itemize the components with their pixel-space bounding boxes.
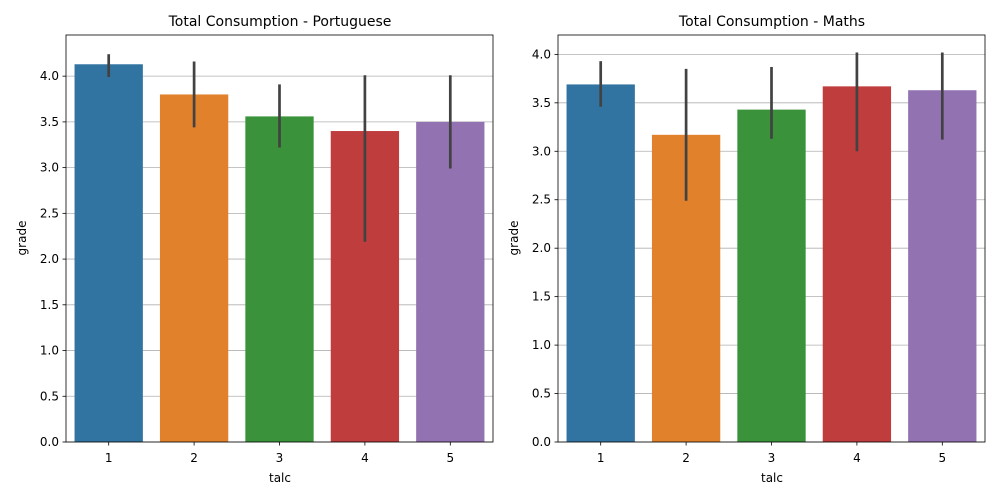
chart-portuguese: Total Consumption - Portuguese talc grad… <box>15 14 494 485</box>
bar <box>74 64 143 442</box>
chart-title: Total Consumption - Maths <box>678 14 865 30</box>
chart-title: Total Consumption - Portuguese <box>168 14 392 30</box>
x-tick-label: 2 <box>682 451 690 465</box>
y-tick-label: 2.5 <box>40 206 59 220</box>
y-tick-label: 3.5 <box>532 96 551 110</box>
bar <box>416 121 485 443</box>
bar <box>737 109 806 442</box>
x-tick-label: 4 <box>853 451 861 465</box>
y-tick-label: 3.0 <box>532 144 551 158</box>
y-tick-label: 0.5 <box>532 387 551 401</box>
y-tick-label: 0.0 <box>532 435 551 449</box>
y-tick-label: 3.0 <box>40 161 59 175</box>
bar <box>159 94 229 443</box>
x-tick-label: 1 <box>597 451 605 465</box>
y-tick-label: 4.0 <box>532 47 551 61</box>
y-tick-label: 1.0 <box>40 344 59 358</box>
y-tick-label: 2.0 <box>40 252 59 266</box>
x-tick-label: 5 <box>446 451 454 465</box>
x-tick-label: 5 <box>938 451 946 465</box>
y-tick-label: 1.0 <box>532 338 551 352</box>
y-axis-label: grade <box>507 221 521 256</box>
y-tick-label: 0.5 <box>40 389 59 403</box>
y-tick-label: 0.0 <box>40 435 59 449</box>
x-axis-label: talc <box>761 471 783 485</box>
x-tick-label: 3 <box>768 451 776 465</box>
y-axis-label: grade <box>15 221 29 256</box>
y-tick-label: 2.0 <box>532 241 551 255</box>
y-tick-label: 4.0 <box>40 69 59 83</box>
y-tick-label: 2.5 <box>532 193 551 207</box>
y-tick-label: 1.5 <box>40 298 59 312</box>
x-tick-label: 4 <box>361 451 369 465</box>
bar <box>908 90 977 442</box>
bar <box>245 116 314 443</box>
x-tick-label: 3 <box>276 451 284 465</box>
x-axis-label: talc <box>269 471 291 485</box>
x-tick-label: 1 <box>105 451 113 465</box>
y-tick-label: 3.5 <box>40 115 59 129</box>
y-tick-label: 1.5 <box>532 290 551 304</box>
x-tick-label: 2 <box>190 451 198 465</box>
chart-maths: Total Consumption - Maths talc grade 0.0… <box>507 14 986 485</box>
bar <box>566 84 635 443</box>
